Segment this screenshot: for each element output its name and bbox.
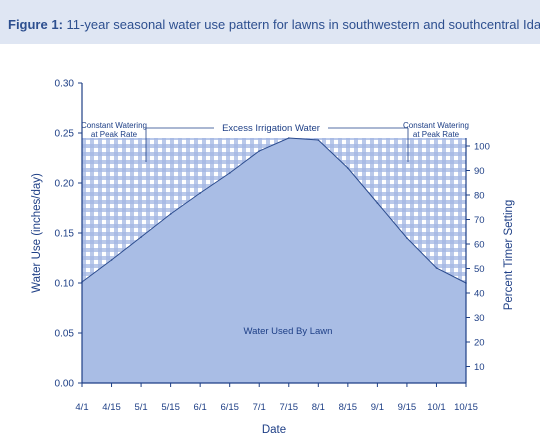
data-point (317, 139, 320, 141)
y2-tick-label: 30 (474, 313, 485, 324)
data-point (406, 237, 408, 239)
constant-watering-label-left: Constant Watering (81, 121, 147, 130)
figure-caption: 11-year seasonal water use pattern for l… (66, 17, 540, 32)
y-axis-title: Water Use (inches/day) (31, 173, 43, 293)
x-tick-label: 8/1 (312, 402, 325, 413)
data-point (169, 213, 172, 215)
y-tick-label: 0.30 (55, 79, 75, 90)
x-tick-label: 6/15 (220, 402, 239, 413)
y2-tick-label: 10 (474, 362, 485, 373)
water-use-line (81, 137, 467, 284)
water-used-area (82, 138, 466, 383)
x-tick-label: 9/15 (398, 402, 417, 413)
water-used-label: Water Used By Lawn (244, 326, 333, 337)
data-point (140, 236, 142, 238)
constant-watering-label-right: Constant Watering (403, 121, 469, 130)
data-point (288, 137, 290, 139)
excess-water-label: Excess Irrigation Water (222, 123, 320, 134)
y2-tick-label: 70 (474, 215, 485, 226)
data-point (258, 150, 261, 152)
x-tick-label: 7/1 (253, 402, 266, 413)
y-tick-label: 0.05 (55, 329, 75, 340)
title-bar: Figure 1: 11-year seasonal water use pat… (0, 0, 540, 44)
y2-axis-title: Percent Timer Setting (503, 200, 515, 311)
y2-tick-label: 20 (474, 338, 485, 349)
x-tick-label: 10/1 (427, 402, 446, 413)
data-point (376, 202, 379, 204)
y-tick-label: 0.15 (55, 229, 75, 240)
y2-tick-label: 90 (474, 166, 485, 177)
y2-tick-label: 100 (474, 142, 490, 153)
data-point (110, 259, 113, 261)
x-tick-label: 4/15 (102, 402, 121, 413)
y-tick-label: 0.25 (55, 129, 75, 140)
x-tick-label: 7/15 (280, 402, 299, 413)
data-point (435, 267, 438, 269)
constant-watering-sub-right: at Peak Rate (413, 130, 460, 139)
constant-watering-sub-left: at Peak Rate (91, 130, 138, 139)
x-axis-title: Date (262, 424, 286, 436)
x-tick-label: 6/1 (194, 402, 207, 413)
y2-tick-label: 50 (474, 264, 485, 275)
y-tick-label: 0.20 (55, 179, 75, 190)
x-tick-label: 10/15 (454, 402, 478, 413)
x-tick-label: 9/1 (371, 402, 384, 413)
figure-label: Figure 1: (8, 17, 63, 32)
y-tick-label: 0.10 (55, 279, 75, 290)
data-point (347, 167, 349, 169)
x-tick-label: 5/15 (161, 402, 180, 413)
data-point (199, 192, 201, 194)
y-tick-label: 0.00 (55, 379, 75, 390)
y2-tick-label: 60 (474, 240, 485, 251)
x-tick-label: 5/1 (134, 402, 147, 413)
y2-tick-label: 40 (474, 289, 485, 300)
x-tick-label: 4/1 (75, 402, 88, 413)
x-tick-label: 8/15 (339, 402, 358, 413)
y2-tick-label: 80 (474, 191, 485, 202)
figure-title: Figure 1: 11-year seasonal water use pat… (8, 17, 540, 32)
data-point (228, 172, 231, 174)
